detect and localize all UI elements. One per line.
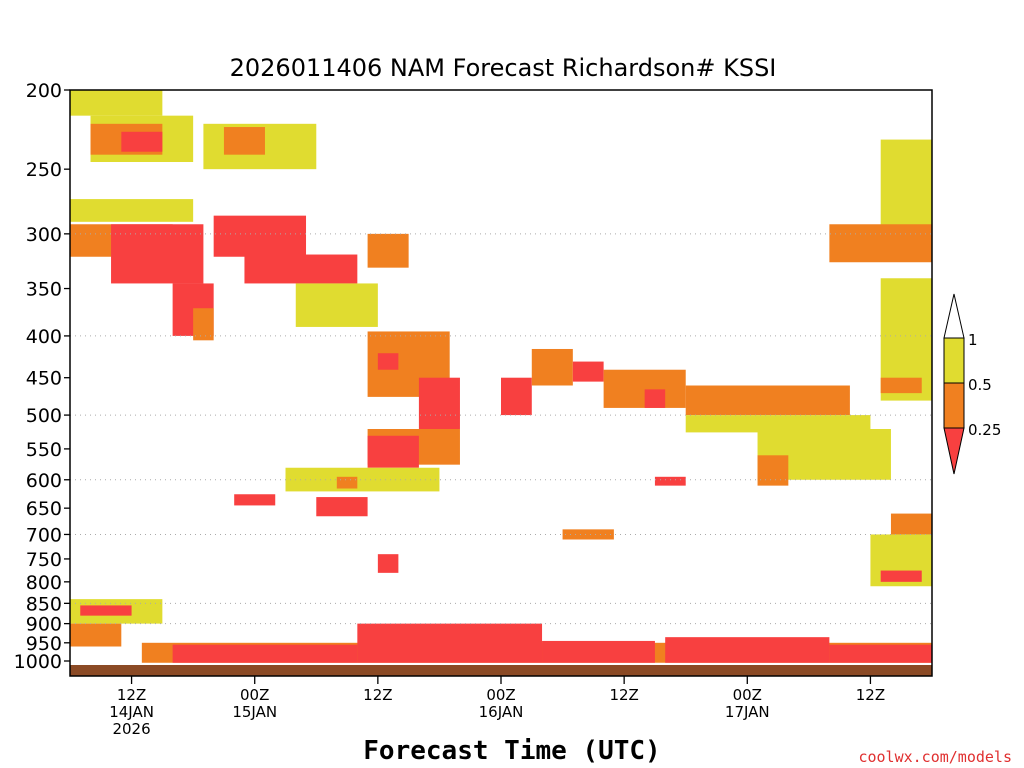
x-tick-label: 00Z (733, 686, 762, 704)
ri-cell-0.5-1 (70, 90, 163, 116)
ri-cell-0.25-0.5 (336, 476, 358, 489)
ri-cell-0.25-0.5 (880, 377, 922, 394)
y-tick-label: 650 (26, 498, 62, 520)
ri-cell-0.25-0.5 (603, 369, 686, 408)
ri-cell-0.5-1 (685, 415, 871, 433)
x-tick-label: 00Z (240, 686, 269, 704)
y-tick-label: 200 (26, 80, 62, 102)
ri-cell-lt0.25 (418, 377, 460, 429)
ri-cell-0.25-0.5 (193, 308, 214, 341)
colorbar-label: 0.5 (968, 376, 992, 394)
y-tick-label: 800 (26, 572, 62, 594)
ri-cell-lt0.25 (542, 640, 655, 663)
ri-cell-lt0.25 (244, 254, 358, 284)
y-tick-label: 500 (26, 405, 62, 427)
ground-layer (70, 665, 932, 676)
x-tick-label: 17JAN (725, 703, 770, 721)
y-tick-label: 350 (26, 279, 62, 301)
ri-cell-lt0.25 (377, 554, 399, 573)
y-tick-label: 850 (26, 593, 62, 615)
x-tick-label: 2026 (112, 720, 150, 738)
y-tick-label: 400 (26, 326, 62, 348)
y-tick-label: 950 (26, 633, 62, 655)
x-tick-label: 16JAN (479, 703, 524, 721)
y-tick-label: 1000 (14, 651, 62, 673)
y-tick-label: 250 (26, 159, 62, 181)
ri-cell-lt0.25 (665, 637, 830, 663)
source-credit: coolwx.com/models (858, 748, 1012, 766)
ri-cell-0.25-0.5 (367, 233, 409, 268)
x-tick-label: 12Z (609, 686, 638, 704)
y-tick-label: 600 (26, 470, 62, 492)
x-tick-label: 14JAN (109, 703, 154, 721)
y-tick-label: 450 (26, 368, 62, 390)
y-tick-label: 550 (26, 439, 62, 461)
ri-cell-lt0.25 (377, 353, 399, 370)
ri-cell-0.25-0.5 (685, 385, 850, 416)
ri-cell-lt0.25 (111, 224, 204, 284)
x-tick-label: 12Z (117, 686, 146, 704)
colorbar-label: 1 (968, 331, 978, 349)
ri-cell-lt0.25 (572, 361, 604, 382)
chart-title: 2026011406 NAM Forecast Richardson# KSSI (230, 54, 777, 82)
y-axis: 200 250 300 350 400 450 500 550 600 650 700 7508008… (14, 80, 70, 673)
ri-cell-0.25-0.5 (829, 224, 932, 263)
ri-cell-lt0.25 (501, 377, 532, 416)
ri-cell-lt0.25 (654, 476, 686, 486)
ri-cell-lt0.25 (357, 623, 543, 663)
y-tick-label: 900 (26, 614, 62, 636)
ri-cell-lt0.25 (829, 644, 932, 663)
ri-cell-lt0.25 (213, 215, 307, 257)
ri-cell-lt0.25 (367, 435, 419, 468)
x-tick-label: 12Z (856, 686, 885, 704)
x-tick-label: 12Z (363, 686, 392, 704)
colorbar-top-arrow (943, 293, 965, 339)
ri-cell-0.5-1 (70, 199, 194, 222)
ri-cell-lt0.25 (121, 131, 163, 152)
x-axis-title: Forecast Time (UTC) (363, 736, 660, 766)
y-tick-label: 700 (26, 524, 62, 546)
y-tick-label: 750 (26, 549, 62, 571)
colorbar-label: 0.25 (968, 421, 1001, 439)
colorbar-band-0.5-1 (943, 337, 965, 384)
ground-strip (70, 665, 932, 676)
y-tick-label: 300 (26, 224, 62, 246)
colorbar-legend: 1 0.5 0.25 (943, 293, 1001, 475)
ri-cell-0.5-1 (295, 283, 378, 327)
ri-cell-0.5-1 (285, 467, 440, 492)
ri-cell-lt0.25 (172, 644, 358, 663)
ri-cell-0.25-0.5 (70, 623, 122, 647)
ri-cell-lt0.25 (80, 605, 132, 616)
ri-cell-0.25-0.5 (531, 348, 573, 386)
ri-cell-0.25-0.5 (757, 455, 789, 486)
colorbar-bottom-arrow (943, 427, 965, 475)
ri-cell-lt0.25 (316, 497, 368, 517)
x-tick-label: 00Z (486, 686, 515, 704)
colorbar-band-0.25-0.5 (943, 382, 965, 429)
ri-cell-lt0.25 (644, 389, 666, 408)
ri-cell-0.25-0.5 (562, 529, 614, 540)
ri-cell-0.25-0.5 (223, 127, 265, 155)
ri-cell-lt0.25 (234, 494, 276, 506)
ri-cell-0.25-0.5 (890, 513, 932, 535)
x-tick-label: 15JAN (232, 703, 277, 721)
heatmap-layer (70, 90, 933, 663)
ri-cell-lt0.25 (880, 570, 922, 582)
